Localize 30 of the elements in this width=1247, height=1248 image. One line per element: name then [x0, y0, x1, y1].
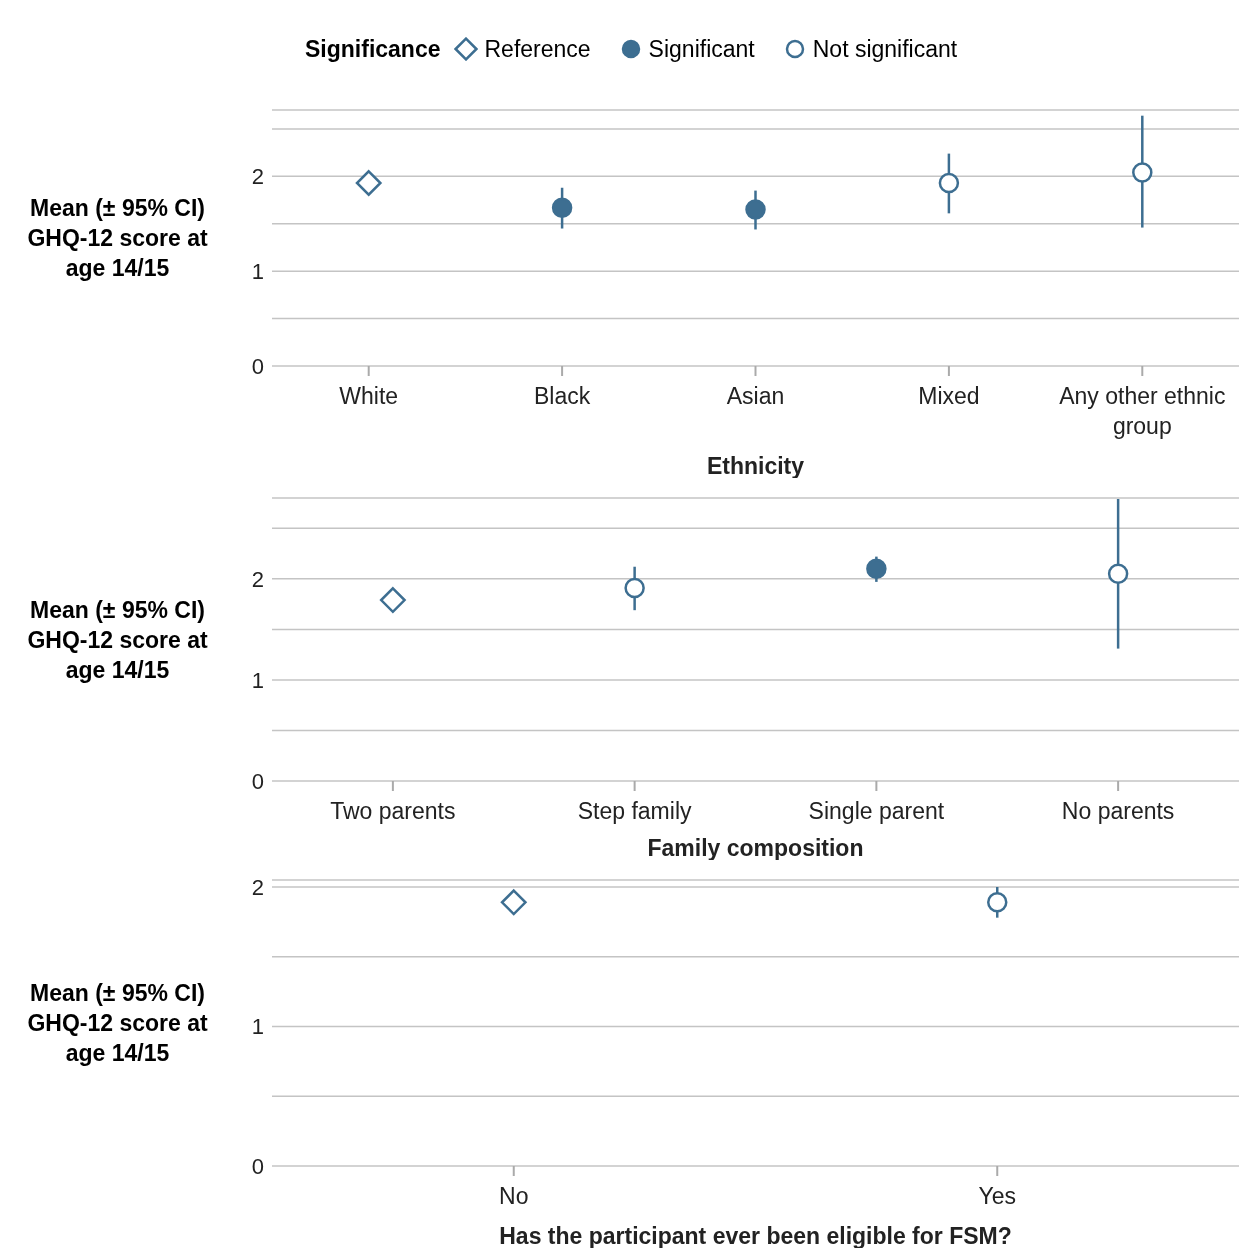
legend-title: Significance: [305, 36, 441, 63]
y-axis-title: Mean (± 95% CI) GHQ-12 score at age 14/15: [26, 595, 209, 685]
y-tick-label: 0: [251, 1153, 264, 1179]
x-tick-label: White: [339, 383, 399, 409]
legend-label: Significant: [648, 36, 755, 62]
x-axis-title: Ethnicity: [706, 453, 805, 479]
y-tick-label: 0: [251, 768, 264, 794]
y-tick-label: 1: [251, 259, 264, 284]
x-axis-title: Family composition: [647, 835, 864, 861]
x-tick-label: Asian: [726, 383, 785, 409]
y-axis-title: Mean (± 95% CI) GHQ-12 score at age 14/15: [26, 979, 209, 1068]
y-tick-label: 2: [251, 874, 264, 900]
x-tick-label: No parents: [1061, 798, 1175, 824]
y-tick-label: 2: [251, 566, 264, 592]
y-tick-label: 2: [251, 164, 264, 190]
legend-label: Reference: [484, 36, 591, 62]
y-tick-label: 1: [251, 667, 264, 693]
x-tick-label: Any other ethnic group: [1059, 383, 1226, 439]
y-axis-title: Mean (± 95% CI) GHQ-12 score at age 14/15: [26, 194, 209, 283]
legend-label: Not significant: [812, 36, 958, 62]
x-tick-label: Mixed: [918, 383, 980, 409]
x-tick-label: Two parents: [330, 798, 456, 824]
x-tick-label: Single parent: [808, 798, 945, 824]
y-tick-label: 1: [251, 1014, 264, 1040]
x-tick-label: Black: [533, 383, 591, 409]
y-tick-label: 0: [251, 353, 264, 379]
x-tick-label: No: [499, 1183, 529, 1209]
x-axis-title: Has the participant ever been eligible for FSM?: [499, 1223, 1012, 1248]
x-tick-label: Step family: [577, 798, 693, 824]
x-tick-label: Yes: [978, 1183, 1017, 1209]
